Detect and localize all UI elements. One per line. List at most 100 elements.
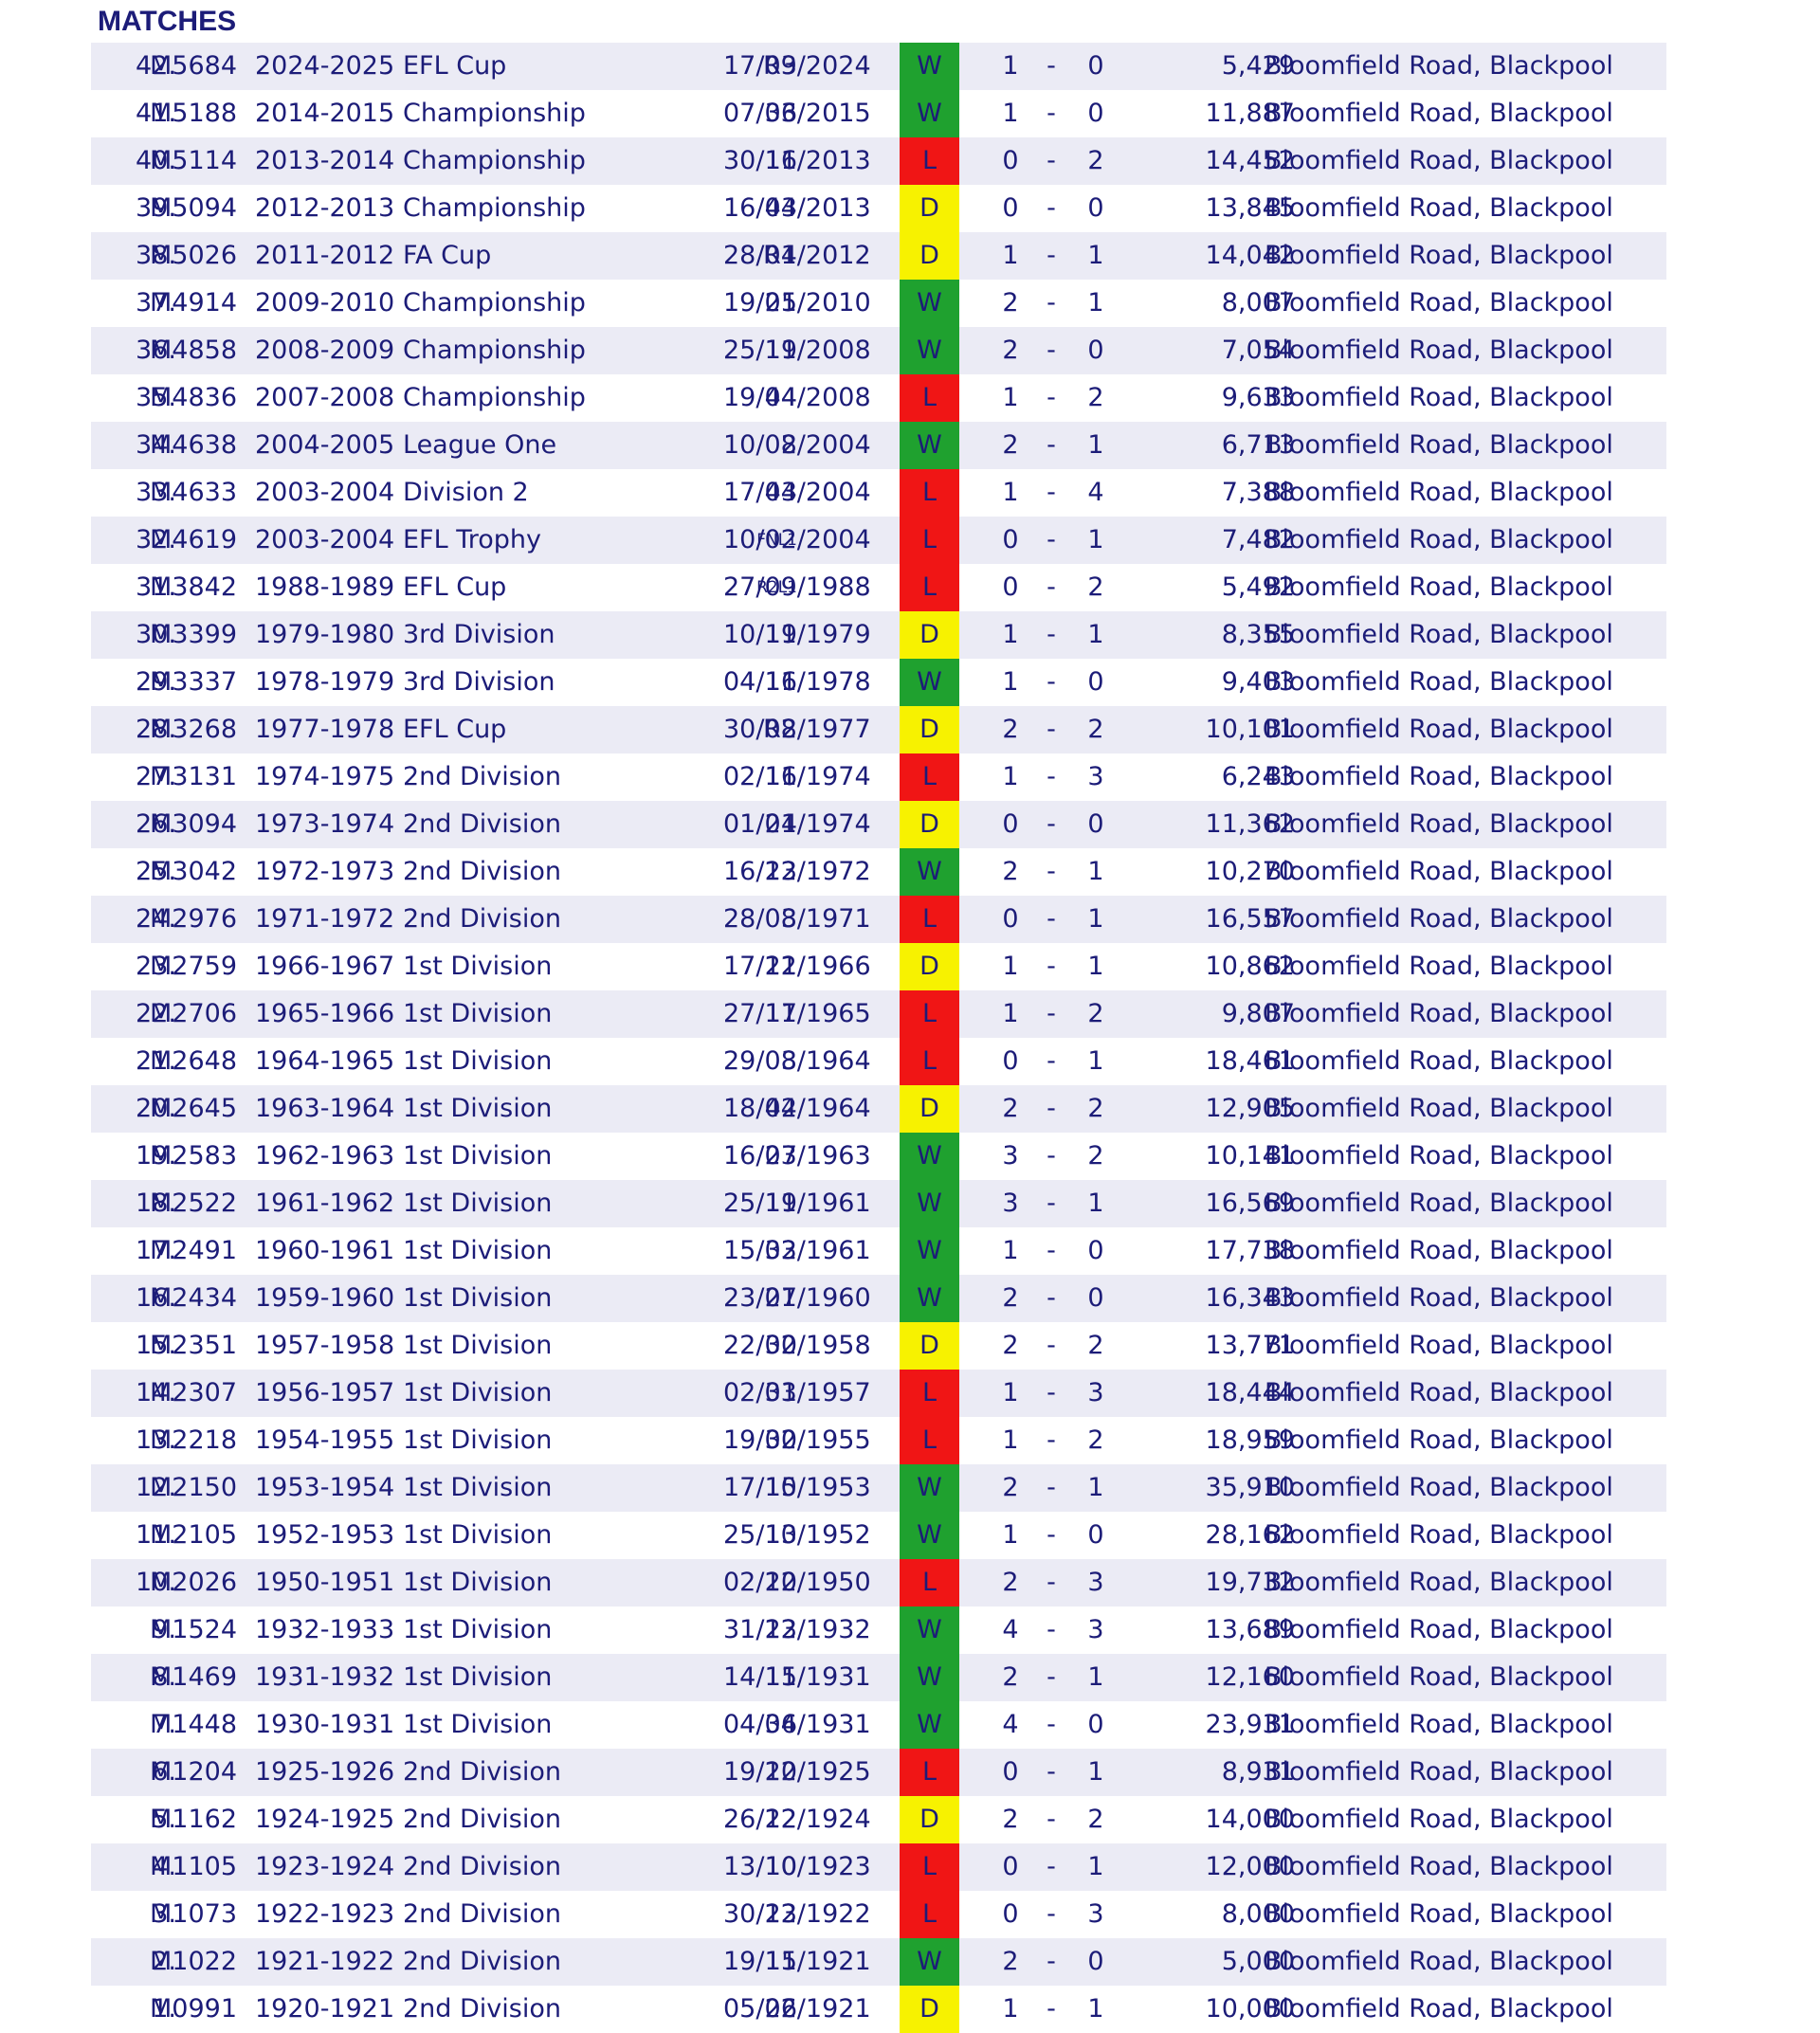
match-date: 02/11/1974 — [723, 762, 871, 791]
match-code-link[interactable]: M1524 — [150, 1615, 238, 1644]
match-round: 15 — [764, 1473, 797, 1502]
match-away-score: 2 — [1087, 1425, 1104, 1455]
match-code-link[interactable]: M4914 — [150, 288, 238, 318]
match-season: 1962-1963 — [255, 1141, 395, 1171]
match-result-badge: L — [900, 1038, 959, 1085]
match-code-link[interactable]: M3268 — [150, 715, 238, 744]
match-season: 1957-1958 — [255, 1331, 395, 1360]
match-code-link[interactable]: M2150 — [150, 1473, 238, 1502]
match-attendance: 14,452 — [1205, 146, 1295, 175]
score-separator: - — [1046, 1141, 1056, 1171]
match-number: 27. — [136, 762, 176, 791]
match-date: 01/01/1974 — [723, 809, 871, 839]
match-result-badge: D — [900, 943, 959, 990]
match-code-link[interactable]: M2105 — [150, 1520, 238, 1550]
match-round: 19 — [764, 620, 797, 649]
match-away-score: 1 — [1087, 430, 1104, 460]
match-venue: Bloomfield Road, Blackpool — [1265, 1757, 1613, 1787]
match-code-link[interactable]: M2976 — [150, 904, 238, 934]
score-separator: - — [1046, 1805, 1056, 1834]
match-result-badge: L — [900, 374, 959, 422]
match-venue: Bloomfield Road, Blackpool — [1265, 1378, 1613, 1407]
match-date: 19/01/2010 — [723, 288, 871, 318]
match-competition: 2nd Division — [403, 1757, 561, 1787]
match-season: 1972-1973 — [255, 857, 395, 886]
match-away-score: 0 — [1087, 667, 1104, 697]
table-row: 26. M3094 1973-1974 2nd Division 24 01/01/197… — [91, 801, 1666, 848]
match-competition: 1st Division — [403, 1568, 553, 1597]
match-number: 21. — [136, 1046, 176, 1076]
match-code-link[interactable]: M2307 — [150, 1378, 238, 1407]
match-code-link[interactable]: M2645 — [150, 1094, 238, 1123]
score-separator: - — [1046, 336, 1056, 365]
match-round: 16 — [764, 667, 797, 697]
match-date: 25/11/1961 — [723, 1189, 871, 1218]
match-number: 14. — [136, 1378, 176, 1407]
match-number: 32. — [136, 525, 176, 554]
match-home-score: 1 — [1002, 241, 1019, 270]
match-code-link[interactable]: M1022 — [150, 1947, 238, 1976]
match-code-link[interactable]: M1469 — [150, 1662, 238, 1692]
match-round: 20 — [764, 1757, 797, 1787]
match-date: 29/08/1964 — [723, 1046, 871, 1076]
match-code-link[interactable]: M4633 — [150, 478, 238, 507]
score-separator: - — [1046, 1947, 1056, 1976]
match-date: 04/11/1978 — [723, 667, 871, 697]
match-code-link[interactable]: M5094 — [150, 193, 238, 223]
match-venue: Bloomfield Road, Blackpool — [1265, 1283, 1613, 1313]
match-code-link[interactable]: M2218 — [150, 1425, 238, 1455]
match-code-link[interactable]: M5188 — [150, 99, 238, 128]
match-competition: 1st Division — [403, 1473, 553, 1502]
match-code-link[interactable]: M1105 — [150, 1852, 238, 1881]
match-venue: Bloomfield Road, Blackpool — [1265, 1236, 1613, 1265]
match-code-link[interactable]: M3842 — [150, 572, 238, 602]
match-code-link[interactable]: M5684 — [150, 51, 238, 81]
match-code-link[interactable]: M2351 — [150, 1331, 238, 1360]
match-season: 1963-1964 — [255, 1094, 395, 1123]
match-code-link[interactable]: M3094 — [150, 809, 238, 839]
match-code-link[interactable]: M1073 — [150, 1899, 238, 1929]
match-code-link[interactable]: M2706 — [150, 999, 238, 1028]
match-code-link[interactable]: M2522 — [150, 1189, 238, 1218]
match-season: 1922-1923 — [255, 1899, 395, 1929]
match-code-link[interactable]: M1204 — [150, 1757, 238, 1787]
match-competition: 2nd Division — [403, 1899, 561, 1929]
match-round: 26 — [764, 1994, 797, 2024]
match-code-link[interactable]: M2648 — [150, 1046, 238, 1076]
match-season: 1961-1962 — [255, 1189, 395, 1218]
match-result-badge: W — [900, 422, 959, 469]
match-result-badge: W — [900, 327, 959, 374]
match-code-link[interactable]: M3399 — [150, 620, 238, 649]
match-code-link[interactable]: M1162 — [150, 1805, 238, 1834]
match-code-link[interactable]: M0991 — [150, 1994, 238, 2024]
match-code-link[interactable]: M3042 — [150, 857, 238, 886]
match-date: 18/04/1964 — [723, 1094, 871, 1123]
table-row: 28. M3268 1977-1978 EFL Cup R2 30/08/1977 D 2-2… — [91, 706, 1666, 753]
table-row: 9. M1524 1932-1933 1st Division 23 31/12/1932… — [91, 1606, 1666, 1654]
match-season: 1977-1978 — [255, 715, 395, 744]
match-code-link[interactable]: M5114 — [150, 146, 238, 175]
match-attendance: 9,807 — [1221, 999, 1295, 1028]
match-competition: 2nd Division — [403, 1947, 561, 1976]
match-code-link[interactable]: M5026 — [150, 241, 238, 270]
match-code-link[interactable]: M4619 — [150, 525, 238, 554]
match-code-link[interactable]: M2026 — [150, 1568, 238, 1597]
match-code-link[interactable]: M3337 — [150, 667, 238, 697]
match-code-link[interactable]: M2491 — [150, 1236, 238, 1265]
match-number: 5. — [152, 1805, 176, 1834]
match-attendance: 8,000 — [1221, 1899, 1295, 1929]
match-code-link[interactable]: M2759 — [150, 952, 238, 981]
match-code-link[interactable]: M2434 — [150, 1283, 238, 1313]
match-date: 10/11/1979 — [723, 620, 871, 649]
match-date: 28/01/2012 — [723, 241, 871, 270]
match-code-link[interactable]: M4638 — [150, 430, 238, 460]
match-code-link[interactable]: M3131 — [150, 762, 238, 791]
score-separator: - — [1046, 1094, 1056, 1123]
match-code-link[interactable]: M2583 — [150, 1141, 238, 1171]
match-season: 1950-1951 — [255, 1568, 395, 1597]
match-code-link[interactable]: M4836 — [150, 383, 238, 412]
match-code-link[interactable]: M1448 — [150, 1710, 238, 1739]
match-code-link[interactable]: M4858 — [150, 336, 238, 365]
table-row: 1. M0991 1920-1921 2nd Division 26 05/02/1921… — [91, 1986, 1666, 2033]
match-attendance: 5,492 — [1221, 572, 1295, 602]
